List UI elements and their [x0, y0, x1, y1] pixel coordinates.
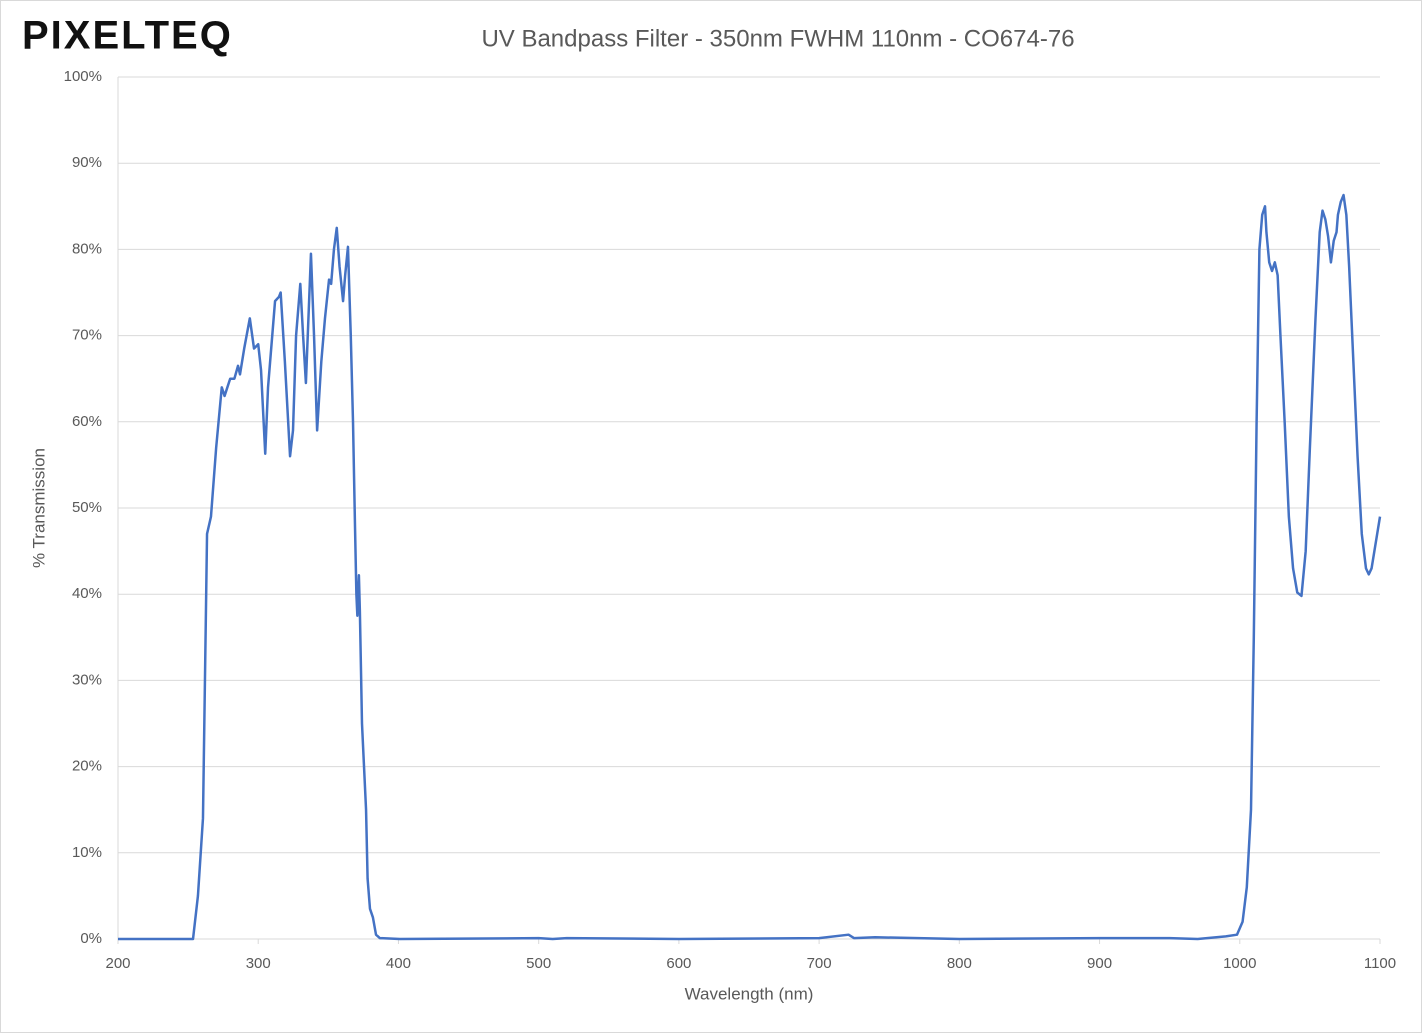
x-tick-label: 1100 [1364, 955, 1396, 972]
y-tick-label: 100% [64, 68, 102, 85]
y-tick-label: 50% [72, 499, 102, 516]
y-tick-label: 0% [80, 930, 102, 947]
data-line [118, 193, 1382, 941]
chart-title: UV Bandpass Filter - 350nm FWHM 110nm - … [481, 25, 1074, 52]
x-tick-label: 500 [526, 955, 551, 972]
x-axis-title: Wavelength (nm) [685, 984, 814, 1003]
y-tick-label: 20% [72, 758, 102, 775]
y-axis-title: % Transmission [29, 448, 48, 568]
x-tick-label: 1000 [1223, 955, 1256, 972]
x-tick-label: 400 [386, 955, 411, 972]
y-tick-label: 60% [72, 413, 102, 430]
y-tick-label: 10% [72, 844, 102, 861]
x-tick-label: 700 [807, 955, 832, 972]
x-tick-label: 800 [947, 955, 972, 972]
y-tick-label: 80% [72, 240, 102, 257]
y-tick-label: 30% [72, 671, 102, 688]
y-tick-label: 90% [72, 154, 102, 171]
x-tick-label: 600 [666, 955, 691, 972]
y-tick-label: 40% [72, 585, 102, 602]
x-tick-label: 300 [246, 955, 271, 972]
x-tick-label: 900 [1087, 955, 1112, 972]
x-tick-label: 200 [105, 955, 130, 972]
y-tick-label: 70% [72, 327, 102, 344]
logo: PIXELTEQ [22, 14, 233, 58]
